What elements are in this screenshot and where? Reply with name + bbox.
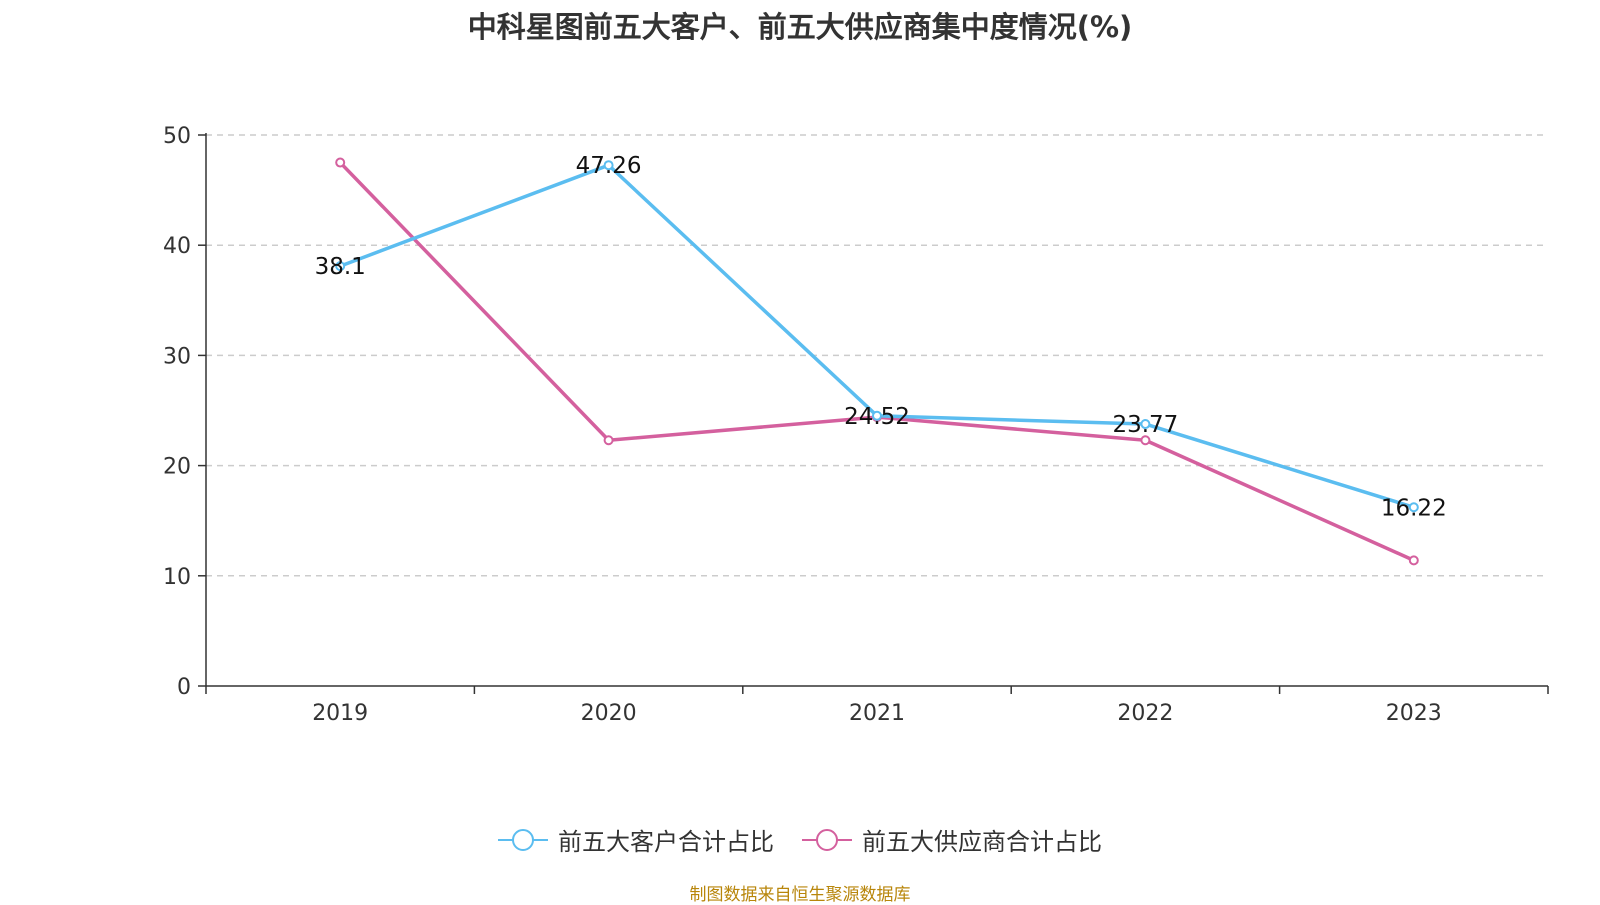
y-tick-label: 30	[163, 344, 191, 369]
data-label: 24.52	[844, 404, 910, 430]
data-point	[335, 157, 346, 168]
legend-marker-suppliers	[802, 828, 852, 851]
x-tick-label: 2021	[849, 701, 905, 726]
data-point	[603, 160, 614, 171]
data-label: 16.22	[1381, 495, 1447, 521]
data-label: 38.1	[315, 254, 366, 280]
legend: 前五大客户合计占比 前五大供应商合计占比	[0, 822, 1600, 857]
x-tick-label: 2019	[312, 701, 368, 726]
legend-label-suppliers: 前五大供应商合计占比	[862, 828, 1102, 856]
x-tick-label: 2020	[581, 701, 637, 726]
data-point	[1140, 435, 1151, 446]
data-label: 47.26	[576, 153, 642, 179]
data-point	[1408, 555, 1419, 566]
legend-item-suppliers[interactable]: 前五大供应商合计占比	[802, 822, 1102, 857]
chart-title: 中科星图前五大客户、前五大供应商集中度情况(%)	[467, 10, 1133, 44]
x-tick-label: 2022	[1117, 701, 1173, 726]
legend-label-customers: 前五大客户合计占比	[558, 828, 774, 856]
legend-marker-customers	[498, 828, 548, 851]
source-note: 制图数据来自恒生聚源数据库	[689, 885, 911, 905]
data-point	[335, 261, 346, 272]
y-tick-label: 50	[163, 124, 191, 149]
x-tick-label: 2023	[1386, 701, 1442, 726]
data-label: 23.77	[1112, 412, 1178, 438]
data-point	[1140, 419, 1151, 430]
y-tick-label: 40	[163, 234, 191, 259]
data-point	[872, 410, 882, 421]
y-tick-label: 0	[177, 675, 191, 700]
data-point	[603, 435, 614, 446]
y-tick-label: 20	[163, 455, 191, 480]
series-line	[339, 163, 1415, 509]
series-line	[338, 161, 1415, 562]
legend-item-customers[interactable]: 前五大客户合计占比	[498, 822, 774, 857]
data-point	[1408, 502, 1419, 513]
y-tick-label: 10	[163, 565, 191, 590]
